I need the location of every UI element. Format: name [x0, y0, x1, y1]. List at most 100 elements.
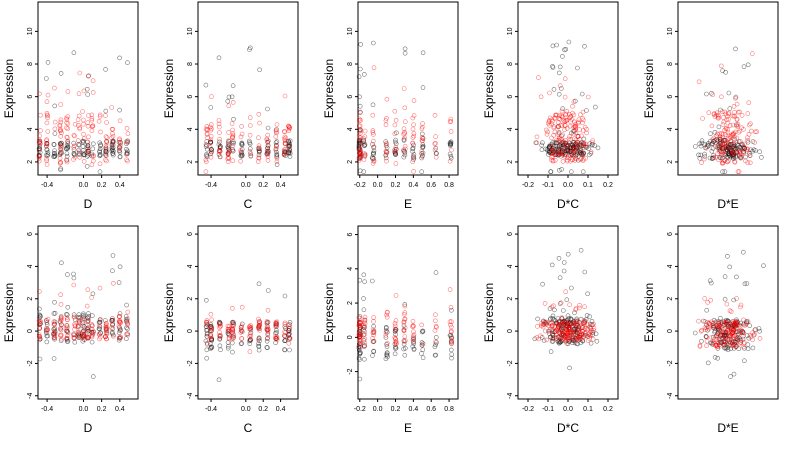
data-point [76, 331, 81, 337]
data-point [585, 94, 591, 100]
x-axis-label: E [404, 197, 412, 211]
data-point [383, 330, 389, 335]
data-point [581, 317, 587, 323]
data-point [239, 328, 244, 333]
data-point [705, 360, 711, 366]
data-point [274, 156, 280, 161]
data-point [556, 138, 562, 143]
x-tick-label: 0.4 [115, 406, 125, 413]
data-point [282, 334, 288, 340]
data-point [536, 75, 541, 80]
data-point [713, 155, 719, 160]
data-point [448, 154, 454, 159]
data-point [567, 123, 573, 129]
points [356, 270, 455, 382]
data-point [724, 117, 730, 123]
data-point [538, 321, 544, 326]
data-point [419, 124, 425, 130]
data-point [72, 339, 78, 345]
data-point [713, 144, 718, 149]
data-point [361, 72, 367, 77]
data-point [699, 338, 704, 344]
data-point [540, 281, 545, 287]
data-point [229, 336, 235, 342]
data-point [287, 324, 293, 330]
data-point [71, 50, 77, 56]
data-point [52, 331, 58, 337]
data-point [82, 152, 87, 158]
data-point [274, 334, 280, 340]
y-tick-label: 4 [667, 264, 674, 268]
data-point [247, 349, 253, 354]
data-point [109, 105, 114, 110]
data-point [383, 143, 389, 149]
data-point [64, 125, 69, 131]
data-point [572, 329, 578, 335]
data-point [411, 113, 417, 118]
data-point [38, 128, 43, 133]
data-point [402, 131, 408, 136]
data-point [103, 108, 109, 114]
data-point [110, 131, 115, 136]
data-point [217, 148, 223, 154]
data-point [722, 296, 728, 302]
data-point [741, 344, 746, 350]
data-point [696, 318, 701, 324]
data-point [535, 316, 540, 322]
x-axis-label: D*E [717, 421, 738, 435]
data-point [564, 297, 570, 303]
data-point [371, 65, 377, 70]
data-point [45, 152, 51, 157]
data-point [588, 340, 594, 346]
data-point [64, 328, 70, 334]
data-point [726, 158, 732, 163]
data-point [103, 134, 109, 139]
data-point [548, 145, 554, 150]
scatter-panel-3: -0.2 0.0 0.2 0.4 0.6 0.8 2 4 6 8 10 E Expression [322, 1, 459, 211]
data-point [104, 120, 109, 125]
y-tick-label: 6 [187, 95, 194, 99]
x-axis-label: D*C [557, 197, 579, 211]
data-point [551, 124, 557, 129]
data-point [98, 317, 103, 322]
data-point [433, 342, 438, 348]
data-point [732, 159, 737, 164]
data-point [589, 327, 595, 333]
data-point [576, 119, 581, 125]
data-point [580, 109, 586, 115]
data-point [550, 43, 556, 49]
data-point [384, 314, 390, 320]
data-point [125, 332, 131, 338]
data-point [90, 123, 96, 129]
x-tick-label: -0.4 [205, 406, 217, 413]
data-point [419, 169, 425, 174]
data-point [85, 150, 90, 156]
data-point [362, 279, 367, 285]
data-point [580, 116, 585, 121]
data-point [37, 141, 43, 146]
data-point [582, 269, 588, 275]
data-point [273, 147, 279, 152]
data-point [383, 152, 389, 157]
data-point [434, 324, 439, 330]
data-point [393, 147, 399, 152]
y-tick-label: -4 [187, 393, 194, 399]
data-point [361, 169, 367, 174]
data-point [702, 151, 707, 157]
data-point [561, 336, 566, 342]
data-point [713, 323, 718, 329]
data-point [357, 330, 363, 336]
data-point [124, 139, 129, 144]
data-point [547, 90, 552, 96]
data-point [37, 91, 42, 97]
data-point [71, 145, 76, 150]
scatter-panel-8: -0.2 0.0 0.2 0.4 0.6 0.8 -2 0 2 4 6 E Expression [322, 225, 459, 435]
data-point [540, 140, 545, 145]
data-point [287, 154, 293, 159]
data-point [356, 355, 362, 361]
data-point [449, 335, 455, 341]
data-point [581, 151, 586, 156]
data-point [737, 340, 743, 346]
data-point [595, 145, 601, 151]
data-point [734, 117, 740, 123]
